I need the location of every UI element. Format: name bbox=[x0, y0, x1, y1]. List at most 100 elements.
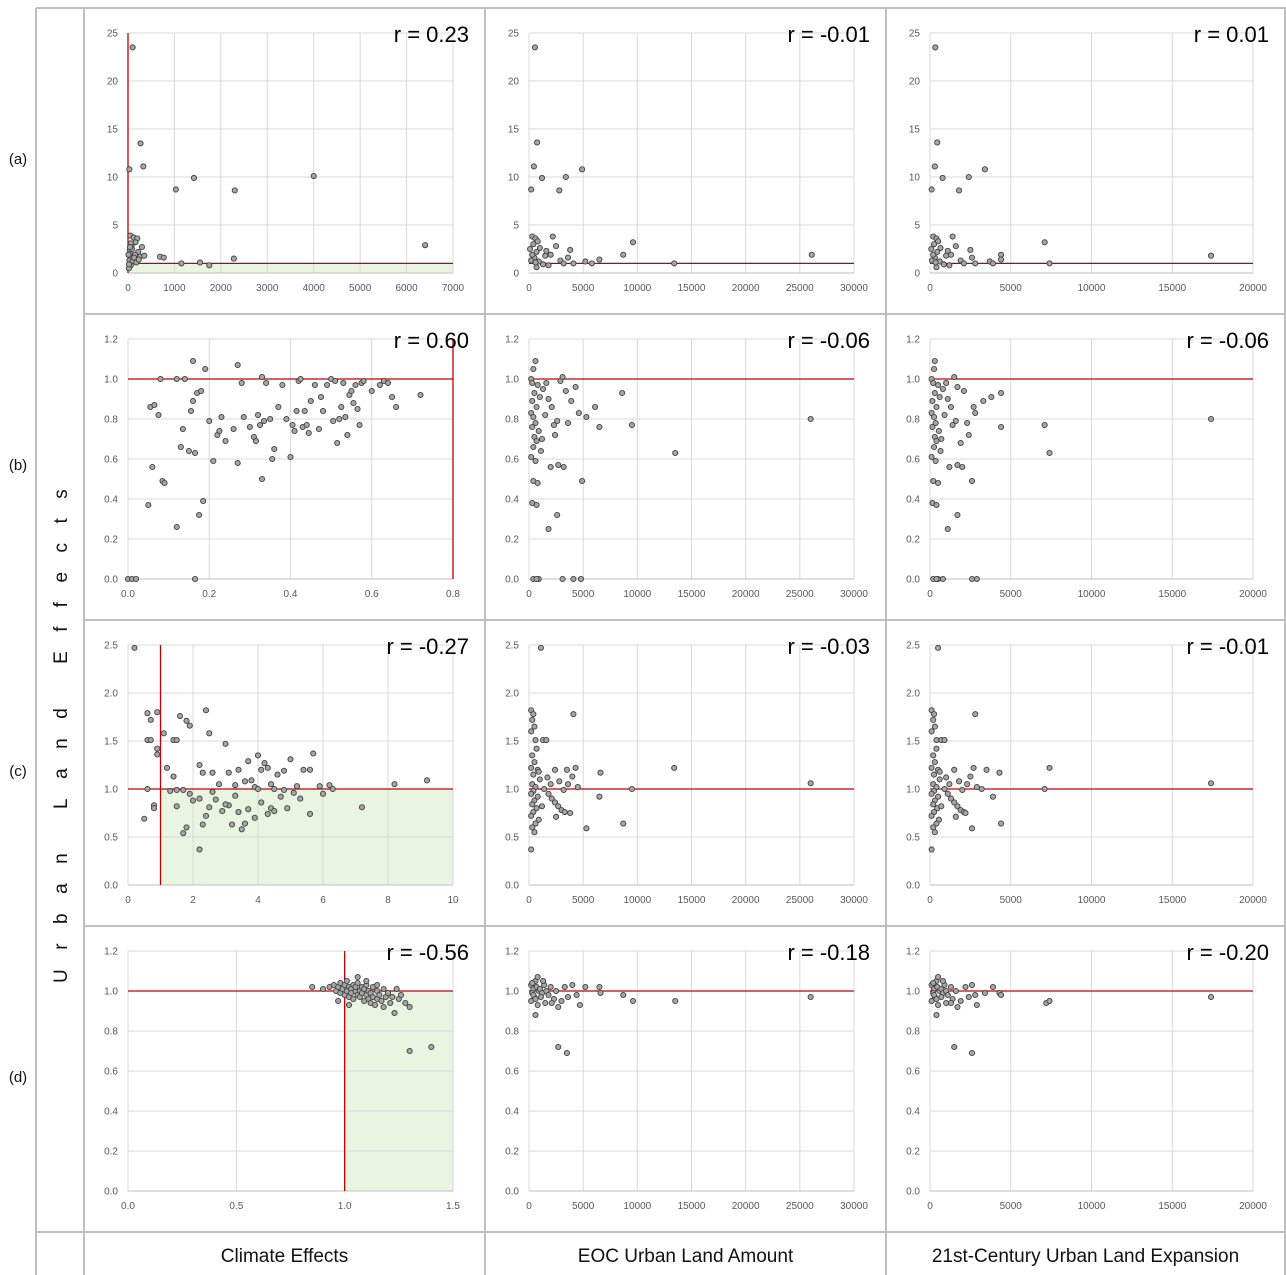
data-point bbox=[291, 427, 298, 435]
data-point bbox=[186, 790, 193, 797]
data-point bbox=[161, 479, 168, 487]
data-point bbox=[967, 246, 974, 254]
data-point bbox=[968, 254, 976, 261]
data-point bbox=[1041, 239, 1048, 246]
data-point bbox=[563, 1049, 570, 1057]
data-point bbox=[196, 795, 203, 802]
data-point bbox=[348, 387, 355, 395]
data-point bbox=[930, 979, 937, 987]
data-point bbox=[996, 769, 1003, 776]
data-point bbox=[532, 419, 539, 427]
scatter-plot-c2: 0.0 0.5 1.0 1.5 2.0 2.5 0 5000 10000 15000 20000 25… bbox=[505, 641, 868, 907]
data-point bbox=[538, 803, 546, 810]
x-tick-label: 15000 bbox=[1158, 1201, 1186, 1212]
data-point bbox=[144, 785, 151, 793]
data-point bbox=[529, 397, 536, 405]
data-point bbox=[928, 764, 935, 771]
data-point bbox=[931, 163, 938, 170]
data-point bbox=[1041, 421, 1048, 429]
y-tick-label: 0.0 bbox=[505, 575, 519, 586]
data-point bbox=[147, 736, 154, 744]
data-point bbox=[536, 393, 543, 401]
data-point bbox=[287, 756, 294, 763]
x-tick-label: 0 bbox=[526, 1201, 532, 1212]
data-point bbox=[1046, 260, 1053, 267]
data-point bbox=[196, 511, 203, 519]
data-point bbox=[583, 825, 590, 832]
data-point bbox=[363, 977, 370, 985]
shaded-region bbox=[128, 263, 453, 273]
data-point bbox=[540, 261, 547, 268]
data-point bbox=[245, 806, 252, 813]
data-point bbox=[629, 997, 637, 1005]
data-point bbox=[319, 790, 327, 797]
x-tick-label: 8 bbox=[385, 895, 391, 906]
data-point bbox=[329, 785, 336, 793]
x-tick-label: 20000 bbox=[1239, 1201, 1267, 1212]
data-point bbox=[141, 815, 148, 822]
data-point bbox=[537, 993, 544, 1001]
data-point bbox=[943, 774, 950, 781]
x-tick-label: 5000 bbox=[1000, 1201, 1023, 1212]
x-tick-label: 20000 bbox=[732, 895, 760, 906]
scatter-panel-d3: 0.0 0.2 0.4 0.6 0.8 1.0 1.2 0 5000 10000 15000 2000… bbox=[886, 926, 1285, 1232]
data-point bbox=[629, 239, 637, 246]
scatter-panel-d2: 0.0 0.2 0.4 0.6 0.8 1.0 1.2 0 5000 10000 15000 2000… bbox=[485, 926, 886, 1232]
x-tick-label: 10000 bbox=[623, 283, 651, 294]
scatter-panel-a2: 0 5 10 15 20 25 0 5000 10000 15000 20000 25000 30000… bbox=[485, 8, 886, 314]
x-tick-label: 30000 bbox=[840, 589, 868, 600]
data-point bbox=[533, 264, 540, 271]
data-point bbox=[376, 991, 383, 999]
data-point bbox=[137, 140, 144, 147]
y-tick-label: 25 bbox=[909, 29, 921, 40]
data-point bbox=[930, 241, 938, 248]
data-point bbox=[952, 987, 959, 995]
data-point bbox=[199, 769, 206, 776]
data-point bbox=[980, 397, 987, 405]
y-tick-label: 0.6 bbox=[906, 455, 920, 466]
data-point bbox=[264, 764, 271, 771]
data-point bbox=[538, 174, 546, 182]
data-point bbox=[144, 710, 151, 717]
y-tick-label: 0.4 bbox=[104, 495, 118, 506]
data-point bbox=[316, 783, 323, 790]
data-point bbox=[222, 437, 229, 445]
data-point bbox=[297, 795, 304, 802]
data-point bbox=[310, 172, 317, 180]
data-point bbox=[933, 264, 940, 271]
data-point bbox=[944, 525, 951, 533]
data-point bbox=[154, 709, 161, 716]
scatter-plot-c3: 0.0 0.5 1.0 1.5 2.0 2.5 0 5000 10000 15000 20000 bbox=[906, 641, 1267, 907]
data-point bbox=[933, 501, 940, 509]
x-tick-label: 0.5 bbox=[229, 1201, 243, 1212]
x-tick-label: 5000 bbox=[572, 589, 595, 600]
data-point bbox=[527, 245, 534, 253]
data-point bbox=[972, 711, 979, 718]
x-tick-label: 5000 bbox=[1000, 895, 1023, 906]
data-point bbox=[206, 417, 213, 425]
data-point bbox=[542, 252, 549, 259]
y-tick-label: 0.0 bbox=[906, 1187, 920, 1198]
data-point bbox=[932, 44, 939, 51]
data-point bbox=[944, 991, 951, 999]
data-point bbox=[173, 523, 180, 531]
data-point bbox=[402, 999, 409, 1007]
data-point bbox=[530, 241, 537, 248]
data-point bbox=[185, 447, 192, 455]
data-point bbox=[269, 455, 276, 463]
data-point bbox=[309, 983, 316, 991]
correlation-label: r = -0.27 bbox=[386, 634, 469, 659]
data-point bbox=[933, 575, 940, 583]
data-point bbox=[534, 381, 541, 389]
data-point bbox=[189, 797, 197, 804]
scatter-panel-c1: 0.0 0.5 1.0 1.5 2.0 2.5 0 2 4 6 8 10 r = -0.27 bbox=[84, 620, 485, 926]
data-point bbox=[530, 413, 537, 421]
data-point bbox=[218, 413, 225, 421]
data-point bbox=[305, 429, 312, 437]
data-point bbox=[160, 254, 167, 261]
data-point bbox=[345, 1001, 353, 1009]
x-tick-label: 10 bbox=[447, 895, 459, 906]
data-point bbox=[389, 393, 396, 401]
data-point bbox=[531, 829, 538, 836]
data-point bbox=[534, 1001, 541, 1009]
